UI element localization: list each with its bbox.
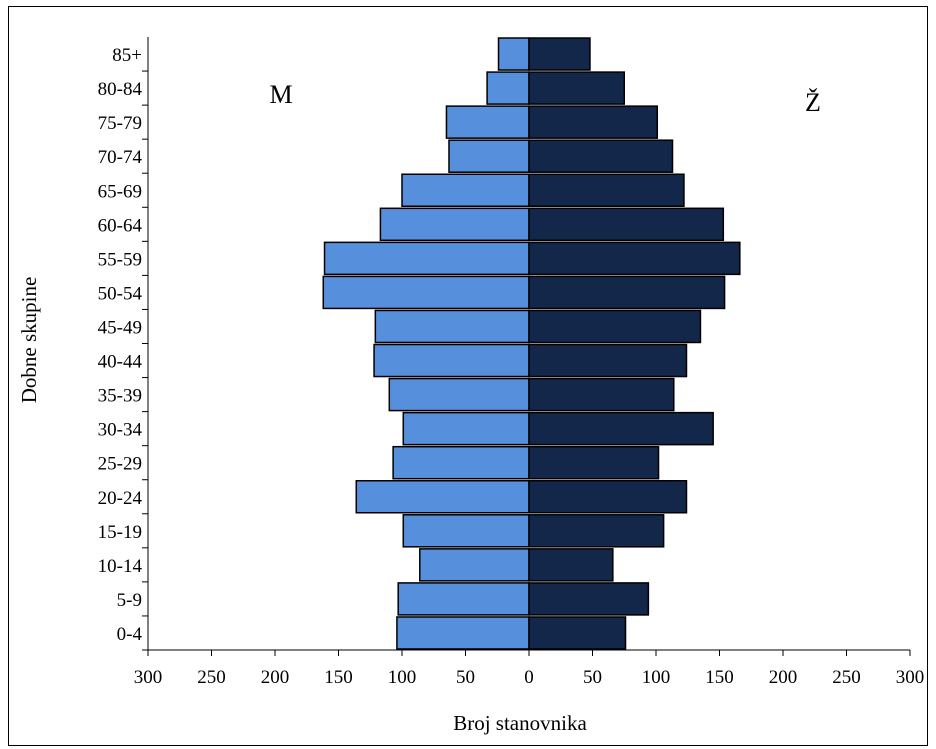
x-tick-label: 300	[896, 667, 925, 688]
y-category-label: 65-69	[98, 181, 142, 202]
bar-m-20-24	[355, 479, 530, 514]
x-tick-label: 150	[324, 667, 353, 688]
y-axis-title: Dobne skupine	[17, 277, 41, 404]
y-categories-layer: 0-4 5-9 10-14 15-19 20-24 25-29 30-34 35-39 40-4…	[98, 45, 148, 651]
x-tick-label: 0	[524, 667, 534, 688]
bar-m-45-49	[374, 309, 530, 344]
bar-z-40-44	[528, 343, 688, 378]
bar-m-40-44	[373, 343, 530, 378]
y-category-label: 20-24	[98, 488, 143, 509]
bar-m-75-79	[445, 105, 530, 139]
bar-z-55-59	[528, 241, 741, 276]
bar-z-60-64	[528, 207, 725, 242]
y-category-label: 30-34	[98, 420, 143, 441]
y-category-label: 55-59	[98, 249, 142, 270]
x-tick-label: 50	[583, 667, 602, 688]
bar-m-70-74	[448, 139, 530, 173]
y-category-label: 15-19	[98, 522, 142, 543]
bar-m-25-29	[392, 445, 530, 480]
y-category-label: 10-14	[98, 556, 143, 577]
bar-z-80-84	[528, 71, 625, 105]
bar-m-50-54	[322, 275, 530, 310]
series-label-z: Ž	[805, 88, 821, 117]
x-ticks-layer: 300 250 200 150 100 50 0 50 100 150 200 250 300	[134, 650, 925, 688]
y-category-label: 0-4	[117, 624, 143, 645]
bar-m-80-84	[486, 71, 530, 105]
bar-z-35-39	[528, 377, 675, 412]
y-category-label: 80-84	[98, 79, 143, 100]
bar-z-10-14	[528, 548, 614, 582]
y-category-label: 75-79	[98, 113, 142, 134]
bar-m-5-9	[397, 582, 530, 616]
x-tick-label: 300	[134, 667, 163, 688]
bars-layer	[322, 37, 741, 650]
y-category-label: 45-49	[98, 317, 142, 338]
x-tick-label: 250	[197, 667, 226, 688]
bar-m-55-59	[323, 241, 530, 276]
chart-frame: 300 250 200 150 100 50 0 50 100 150 200 250 300 0-4 5…	[8, 6, 928, 746]
bar-z-5-9	[528, 582, 650, 616]
bar-m-30-34	[402, 411, 530, 446]
bar-z-85+	[528, 37, 591, 71]
bar-m-60-64	[379, 207, 530, 242]
bar-z-25-29	[528, 445, 660, 480]
x-tick-label: 100	[642, 667, 671, 688]
y-category-label: 70-74	[98, 147, 143, 168]
series-label-m: M	[269, 80, 292, 109]
bar-m-35-39	[388, 377, 530, 412]
y-category-label: 5-9	[117, 590, 142, 611]
y-category-label: 85+	[112, 45, 142, 66]
x-tick-label: 200	[261, 667, 290, 688]
y-category-label: 40-44	[98, 352, 143, 373]
x-tick-label: 50	[456, 667, 475, 688]
bar-m-85+	[497, 37, 530, 71]
bar-z-70-74	[528, 139, 674, 173]
population-pyramid-chart: 300 250 200 150 100 50 0 50 100 150 200 250 300 0-4 5…	[17, 37, 925, 735]
y-category-label: 60-64	[98, 215, 143, 236]
x-tick-label: 100	[388, 667, 417, 688]
bar-m-15-19	[402, 514, 530, 548]
x-tick-label: 250	[832, 667, 861, 688]
x-tick-label: 150	[705, 667, 734, 688]
y-category-label: 35-39	[98, 386, 142, 407]
x-axis-title: Broj stanovnika	[453, 711, 587, 735]
bar-z-15-19	[528, 514, 665, 548]
bar-z-45-49	[528, 309, 702, 344]
bar-m-65-69	[401, 173, 530, 208]
bar-z-30-34	[528, 411, 714, 446]
bar-z-50-54	[528, 275, 726, 310]
bar-z-75-79	[528, 105, 659, 139]
x-tick-label: 200	[769, 667, 798, 688]
y-category-label: 25-29	[98, 454, 142, 475]
bar-m-10-14	[419, 548, 530, 582]
bar-z-0-4	[528, 616, 627, 650]
bar-z-20-24	[528, 479, 688, 514]
bar-m-0-4	[396, 616, 530, 650]
y-category-label: 50-54	[98, 283, 143, 304]
bar-z-65-69	[528, 173, 685, 208]
